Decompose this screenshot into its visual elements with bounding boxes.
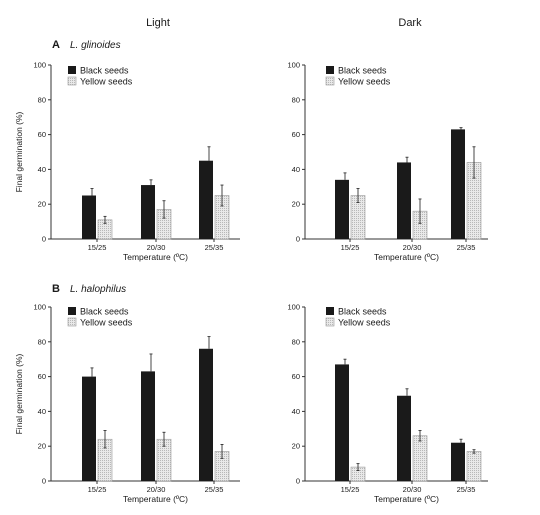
bar-black-seeds — [82, 195, 96, 239]
y-tick-label: 0 — [296, 477, 300, 486]
legend-label: Black seeds — [80, 66, 129, 76]
legend-label: Yellow seeds — [338, 318, 391, 328]
y-tick-label: 40 — [292, 165, 300, 174]
bar-yellow-seeds — [466, 451, 482, 482]
row-letter-b: B — [52, 283, 60, 295]
legend-swatch-black — [326, 307, 334, 315]
x-tick-label: 20/30 — [403, 243, 422, 252]
bar-black-seeds — [397, 395, 411, 481]
y-tick-label: 60 — [292, 130, 300, 139]
y-tick-label: 100 — [33, 61, 46, 70]
y-tick-label: 20 — [292, 200, 300, 209]
y-tick-label: 80 — [38, 95, 46, 104]
bar-black-seeds — [141, 185, 155, 239]
row-species-a: L. glinoides — [70, 40, 121, 51]
bar-black-seeds — [335, 364, 349, 481]
y-tick-label: 100 — [287, 303, 300, 312]
bar-black-seeds — [397, 162, 411, 239]
panel-a-light: 0 20 40 60 80 100 15/25 20/30 25/35 Temperature (… — [14, 61, 240, 262]
y-tick-label: 80 — [38, 337, 46, 346]
legend-label: Black seeds — [80, 307, 129, 317]
panel-b-light: 0 20 40 60 80 100 15/25 20/30 25/35 Temperature (… — [14, 303, 240, 504]
legend-label: Black seeds — [338, 66, 387, 76]
bar-yellow-seeds — [412, 435, 428, 482]
x-axis-label: Temperature (ºC) — [123, 252, 188, 262]
x-axis-label: Temperature (ºC) — [374, 494, 439, 504]
legend-label: Yellow seeds — [80, 77, 133, 87]
bar-black-seeds — [451, 129, 465, 239]
column-header-light: Light — [146, 17, 170, 29]
y-tick-label: 20 — [38, 200, 46, 209]
legend-swatch-yellow — [67, 76, 77, 86]
y-tick-label: 80 — [292, 337, 300, 346]
y-axis-label: Final germination (%) — [14, 111, 24, 192]
legend-swatch-yellow — [325, 317, 335, 327]
x-tick-label: 15/25 — [88, 243, 107, 252]
legend-swatch-yellow — [325, 76, 335, 86]
y-tick-label: 40 — [38, 407, 46, 416]
y-tick-label: 60 — [38, 372, 46, 381]
y-tick-label: 0 — [296, 235, 300, 244]
y-tick-label: 40 — [38, 165, 46, 174]
x-axis-label: Temperature (ºC) — [123, 494, 188, 504]
legend-swatch-yellow — [67, 317, 77, 327]
x-tick-label: 15/25 — [341, 485, 360, 494]
legend-swatch-black — [68, 66, 76, 74]
y-tick-label: 20 — [292, 442, 300, 451]
y-tick-label: 60 — [38, 130, 46, 139]
y-tick-label: 40 — [292, 407, 300, 416]
bar-black-seeds — [141, 371, 155, 481]
y-tick-label: 20 — [38, 442, 46, 451]
x-axis-label: Temperature (ºC) — [374, 252, 439, 262]
bar-black-seeds — [82, 376, 96, 481]
bar-black-seeds — [199, 160, 213, 239]
x-tick-label: 15/25 — [341, 243, 360, 252]
y-tick-label: 100 — [33, 303, 46, 312]
x-tick-label: 15/25 — [88, 485, 107, 494]
bar-black-seeds — [335, 179, 349, 239]
legend-label: Black seeds — [338, 307, 387, 317]
y-tick-label: 0 — [42, 477, 46, 486]
column-header-dark: Dark — [398, 17, 422, 29]
x-tick-label: 25/35 — [457, 243, 476, 252]
y-tick-label: 60 — [292, 372, 300, 381]
legend-label: Yellow seeds — [80, 318, 133, 328]
legend-swatch-black — [68, 307, 76, 315]
row-species-b: L. halophilus — [70, 284, 126, 295]
x-tick-label: 25/35 — [205, 485, 224, 494]
legend-label: Yellow seeds — [338, 77, 391, 87]
panel-a-dark: 0 20 40 60 80 100 15/25 20/30 25/35 Temperature (… — [287, 61, 488, 262]
bar-black-seeds — [199, 348, 213, 481]
x-tick-label: 20/30 — [147, 243, 166, 252]
row-letter-a: A — [52, 39, 60, 51]
x-tick-label: 20/30 — [147, 485, 166, 494]
y-tick-label: 80 — [292, 95, 300, 104]
x-tick-label: 25/35 — [457, 485, 476, 494]
panel-b-dark: 0 20 40 60 80 100 15/25 20/30 25/35 Temperature (… — [287, 303, 488, 504]
y-axis-label: Final germination (%) — [14, 353, 24, 434]
bar-black-seeds — [451, 442, 465, 481]
x-tick-label: 20/30 — [403, 485, 422, 494]
y-tick-label: 100 — [287, 61, 300, 70]
y-tick-label: 0 — [42, 235, 46, 244]
legend-swatch-black — [326, 66, 334, 74]
x-tick-label: 25/35 — [205, 243, 224, 252]
